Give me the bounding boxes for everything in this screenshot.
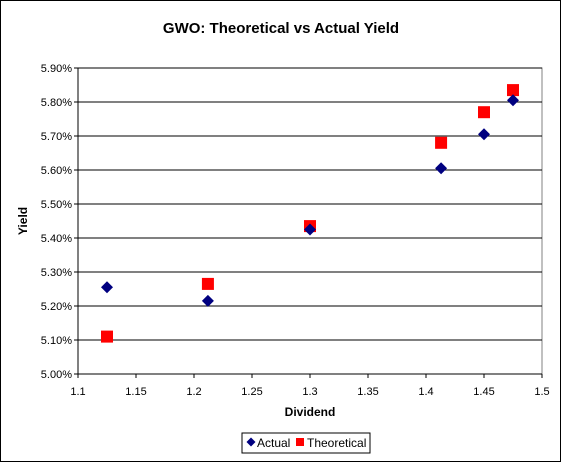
x-tick-label: 1.1	[70, 386, 85, 398]
data-points	[101, 84, 519, 343]
gridlines	[77, 67, 542, 375]
actual-point	[507, 94, 519, 107]
y-tick-label: 5.40%	[41, 233, 72, 245]
y-axis-title: Yield	[16, 207, 30, 235]
theoretical-point	[478, 106, 490, 119]
x-tick-label: 1.2	[186, 386, 201, 398]
x-tick-label: 1.25	[241, 386, 262, 398]
y-tick-label: 5.80%	[41, 97, 72, 109]
x-tick-label: 1.3	[302, 386, 317, 398]
y-axis-ticks: 5.00% 5.10% 5.20% 5.30% 5.40% 5.50% 5.60% 5.70%…	[41, 63, 78, 381]
legend-box	[241, 432, 371, 454]
x-tick-label: 1.35	[357, 386, 378, 398]
y-tick-label: 5.00%	[41, 369, 72, 381]
actual-point	[478, 128, 490, 141]
x-tick-label: 1.45	[473, 386, 494, 398]
y-tick-label: 5.90%	[41, 63, 72, 75]
legend-label-actual: Actual	[257, 436, 290, 450]
y-tick-label: 5.50%	[41, 199, 72, 211]
y-tick-label: 5.30%	[41, 267, 72, 279]
y-tick-label: 5.70%	[41, 131, 72, 143]
theoretical-point	[507, 84, 519, 97]
x-axis-ticks: 1.1 1.15 1.2 1.25 1.3 1.35 1.4 1.45 1.5	[70, 374, 550, 398]
actual-point	[201, 294, 214, 307]
actual-point	[101, 281, 113, 294]
legend-marker-theoretical	[296, 438, 304, 446]
x-tick-label: 1.4	[418, 386, 433, 398]
actual-point	[435, 162, 448, 175]
x-tick-label: 1.15	[125, 386, 146, 398]
x-axis-title: Dividend	[285, 405, 336, 419]
y-tick-label: 5.20%	[41, 301, 72, 313]
theoretical-point	[435, 136, 448, 149]
x-tick-label: 1.5	[534, 386, 549, 398]
legend: Actual Theoretical	[241, 432, 371, 454]
y-tick-label: 5.60%	[41, 165, 72, 177]
chart-title: GWO: Theoretical vs Actual Yield	[163, 20, 399, 37]
y-tick-label: 5.10%	[41, 335, 72, 347]
actual-point	[304, 223, 316, 236]
legend-marker-actual	[246, 437, 256, 447]
theoretical-point	[201, 277, 214, 290]
legend-label-theoretical: Theoretical	[307, 436, 366, 450]
theoretical-point	[101, 330, 113, 343]
